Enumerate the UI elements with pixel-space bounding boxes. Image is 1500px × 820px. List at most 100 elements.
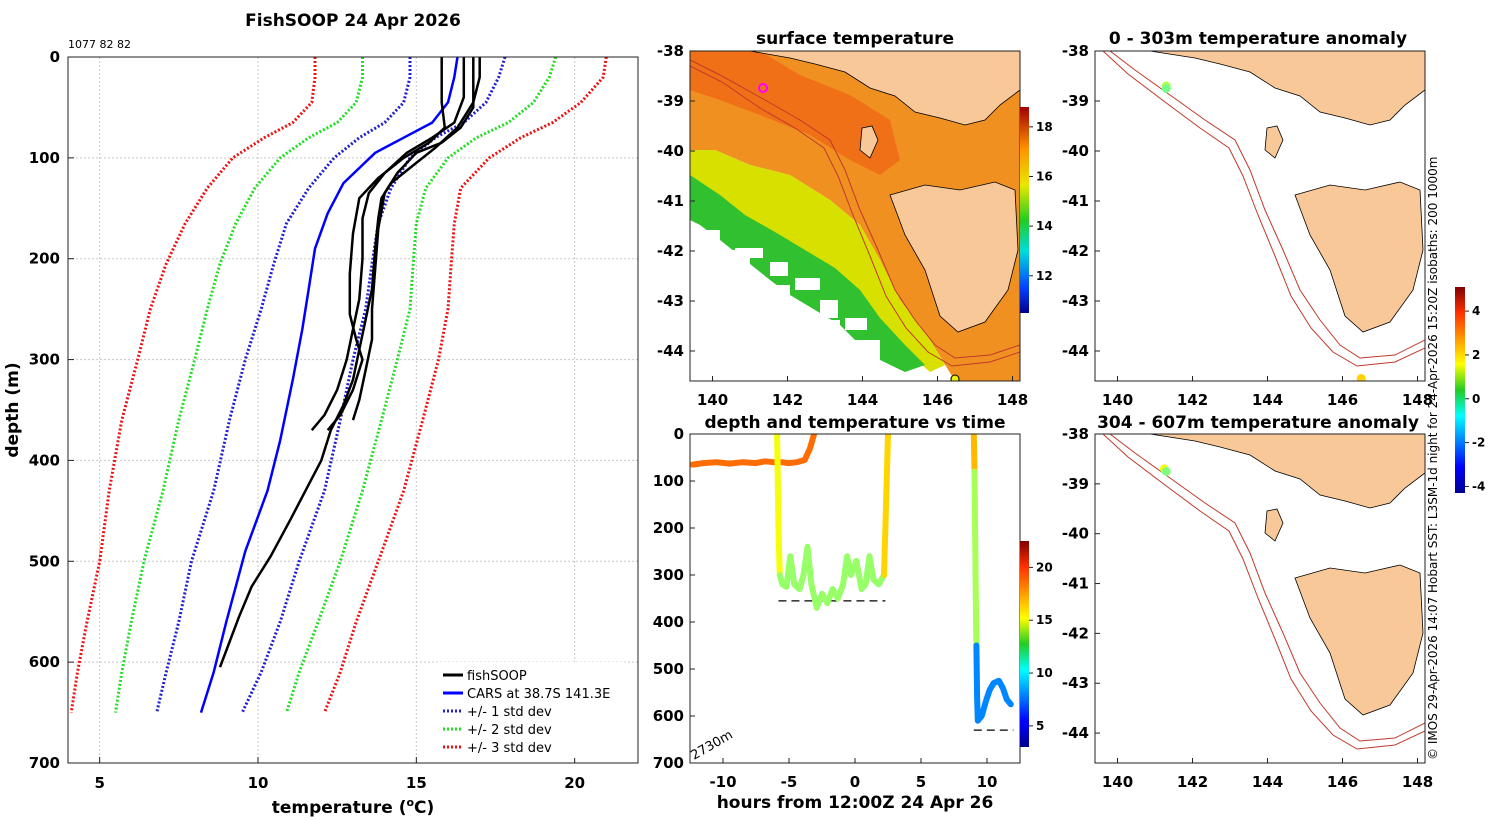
- timeseries-panel: depth and temperature vs time -10 -5 0 5 100…: [653, 413, 1053, 813]
- credit-text: © IMOS 29-Apr-2026 14:07 Hobart SST: L3S…: [1426, 157, 1440, 760]
- anomaly-colorbar: [1455, 287, 1465, 493]
- anomaly-upper-king-island: [1264, 125, 1284, 159]
- profile-panel: FishSOOP 24 Apr 2026 1077 82 82 5 10 15 200…: [3, 11, 639, 818]
- anomaly-upper-title: 0 - 303m temperature anomaly: [1109, 29, 1407, 49]
- map-ytick-label: -43: [1062, 674, 1089, 692]
- anomaly-upper-map: [1095, 51, 1425, 381]
- sst-map: [690, 51, 1020, 381]
- sst-panel: surface temperature: [657, 29, 1053, 409]
- profile-ytick-label: 200: [29, 250, 60, 268]
- anomaly-lower-title: 304 - 607m temperature anomaly: [1097, 413, 1419, 433]
- anomaly-upper-panel: 0 - 303m temperature anomaly 140 142 144 14…: [1062, 29, 1433, 409]
- map-ytick-label: -38: [1062, 425, 1089, 443]
- timeseries-xtick-label: 5: [916, 773, 926, 791]
- timeseries-ytick-label: 0: [674, 425, 684, 443]
- sst-hot-water: [690, 51, 900, 175]
- timeseries-bottom-depth: 2730m: [689, 728, 736, 764]
- map-ytick-label: -40: [657, 142, 684, 160]
- profile-xtick-label: 15: [406, 774, 427, 792]
- anomaly-lower-map: [1095, 434, 1425, 763]
- legend-label-std3: +/- 3 std dev: [467, 741, 552, 756]
- timeseries-ytick-label: 600: [653, 707, 684, 725]
- timeseries-xtick-label: -10: [709, 773, 736, 791]
- anomaly-lower-panel: 304 - 607m temperature anomaly 140 142 144…: [1062, 287, 1485, 791]
- map-ytick-label: -40: [1062, 142, 1089, 160]
- timeseries-track: [881, 434, 891, 578]
- map-ytick-label: -40: [1062, 525, 1089, 543]
- timeseries-title: depth and temperature vs time: [705, 413, 1006, 433]
- map-ytick-label: -43: [1062, 292, 1089, 310]
- timeseries-colorbar-ticks: 5 10 15 20: [1029, 560, 1053, 733]
- profile-axes-frame: [67, 56, 639, 764]
- colorbar-tick-label: 5: [1036, 719, 1044, 733]
- profile-series-group: [69, 57, 608, 714]
- anomaly-point: [1161, 466, 1171, 476]
- profile-annotation: 1077 82 82: [68, 38, 131, 51]
- anomaly-lower-isobath-1000: [1102, 434, 1425, 750]
- sst-colorbar: [1020, 107, 1029, 313]
- map-xtick-label: 148: [1402, 773, 1433, 791]
- sst-king-island: [859, 125, 879, 159]
- profile-xlabel: temperature (oC): [272, 796, 435, 818]
- anomaly-lower-victoria-land: [1149, 434, 1425, 509]
- legend-label-std2: +/- 2 std dev: [467, 723, 552, 738]
- anomaly-upper-tasmania: [1294, 181, 1424, 333]
- map-xtick-label: 146: [1327, 773, 1358, 791]
- map-ytick-label: -38: [657, 42, 684, 60]
- profile-series-line: [285, 57, 558, 714]
- timeseries-ytick-label: 700: [653, 754, 684, 772]
- timeseries-ytick-label: 300: [653, 566, 684, 584]
- sst-isobath-1000: [690, 65, 1020, 367]
- sst-colorbar-ticks: 12 14 16 18: [1029, 120, 1053, 283]
- timeseries-xtick-label: 0: [850, 773, 860, 791]
- map-ytick-label: -39: [1062, 475, 1089, 493]
- legend-label-std1: +/- 1 std dev: [467, 705, 552, 720]
- timeseries-xtick-label: 10: [977, 773, 998, 791]
- timeseries-ytick-label: 500: [653, 660, 684, 678]
- timeseries-colorbar: [1020, 541, 1029, 747]
- profile-title: FishSOOP 24 Apr 2026: [245, 11, 461, 31]
- profile-series-line: [323, 57, 608, 714]
- profile-ytick-label: 300: [29, 351, 60, 369]
- map-xtick-label: 148: [997, 391, 1028, 409]
- map-xtick-label: 140: [1102, 391, 1133, 409]
- colorbar-tick-label: 18: [1036, 120, 1053, 134]
- map-xtick-label: 146: [922, 391, 953, 409]
- profile-series-line: [69, 57, 317, 713]
- map-ytick-label: -41: [1062, 192, 1089, 210]
- sst-ticks: 140 142 144 146 148 -38 -39 -40 -41 -42 -43 -44: [657, 42, 1028, 409]
- anomaly-lower-axes-frame: [1094, 433, 1426, 764]
- map-xtick-label: 140: [697, 391, 728, 409]
- colorbar-tick-label: 12: [1036, 269, 1053, 283]
- map-ytick-label: -44: [1062, 724, 1089, 742]
- profile-ytick-label: 100: [29, 149, 60, 167]
- map-ytick-label: -42: [1062, 624, 1089, 642]
- profile-series-line: [199, 57, 459, 713]
- map-xtick-label: 142: [1177, 391, 1208, 409]
- map-xtick-label: 142: [1177, 773, 1208, 791]
- anomaly-point: [1161, 84, 1171, 93]
- sst-title: surface temperature: [756, 29, 954, 49]
- timeseries-ytick-label: 200: [653, 519, 684, 537]
- profile-ytick-label: 400: [29, 451, 60, 469]
- map-ytick-label: -44: [1062, 342, 1089, 360]
- anomaly-lower-king-island: [1264, 508, 1284, 542]
- profile-ytick-label: 500: [29, 552, 60, 570]
- profile-series-line: [155, 57, 412, 713]
- anomaly-lower-points: [1159, 464, 1171, 476]
- anomaly-upper-axes-frame: [1094, 50, 1426, 382]
- anomaly-lower-tasmania: [1294, 564, 1424, 716]
- timeseries-ytick-label: 100: [653, 472, 684, 490]
- map-xtick-label: 144: [847, 391, 878, 409]
- timeseries-track: [774, 434, 783, 578]
- map-ytick-label: -42: [1062, 242, 1089, 260]
- map-ytick-label: -43: [657, 292, 684, 310]
- sst-isobath-200: [690, 59, 1020, 359]
- map-ytick-label: -41: [657, 192, 684, 210]
- legend-box: [437, 662, 625, 758]
- profile-ytick-label: 0: [50, 48, 60, 66]
- timeseries-xtick-label: -5: [781, 773, 798, 791]
- map-ytick-label: -39: [1062, 92, 1089, 110]
